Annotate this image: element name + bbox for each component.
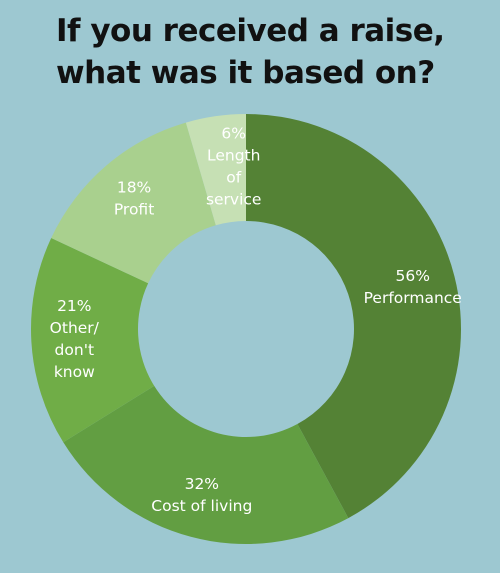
slice-label-length-of-service: 6% Length of service bbox=[206, 125, 262, 209]
slice-cost-of-living bbox=[63, 385, 349, 544]
slice-label-line: 6% bbox=[221, 125, 246, 143]
chart-title-line-1: If you received a raise, bbox=[56, 13, 445, 49]
slice-label-line: 32% bbox=[185, 475, 219, 493]
slice-performance bbox=[246, 114, 462, 519]
slice-label-line: service bbox=[206, 191, 262, 209]
slice-label-other-don-t-know: 21% Other/don't know bbox=[50, 297, 100, 381]
slice-label-line: know bbox=[54, 363, 95, 381]
slice-label-line: 21% bbox=[57, 297, 91, 315]
slice-label-performance: 56% Performance bbox=[364, 267, 462, 307]
slice-label-line: Profit bbox=[114, 200, 154, 218]
slice-other-don-t-know bbox=[30, 238, 155, 443]
chart-title-line-2: what was it based on? bbox=[56, 55, 435, 91]
slice-label-profit: 18% Profit bbox=[114, 178, 154, 218]
chart-title: If you received a raise, what was it bas… bbox=[56, 10, 486, 94]
slice-label-line: Performance bbox=[364, 289, 462, 307]
slice-label-line: of bbox=[226, 169, 241, 187]
slice-label-line: 56% bbox=[396, 267, 430, 285]
slice-profit bbox=[51, 122, 216, 284]
slice-label-line: Length bbox=[207, 147, 260, 165]
slice-label-line: Other/ bbox=[50, 319, 100, 337]
slice-labels: 56% Performance 32% Cost of living 21% Other/… bbox=[50, 125, 462, 516]
slice-label-line: don't bbox=[55, 341, 94, 359]
slice-label-line: Cost of living bbox=[151, 497, 252, 515]
donut-slices bbox=[30, 114, 462, 544]
slice-length-of-service bbox=[185, 114, 246, 226]
slice-label-cost-of-living: 32% Cost of living bbox=[151, 475, 252, 515]
slice-label-line: 18% bbox=[117, 178, 151, 196]
